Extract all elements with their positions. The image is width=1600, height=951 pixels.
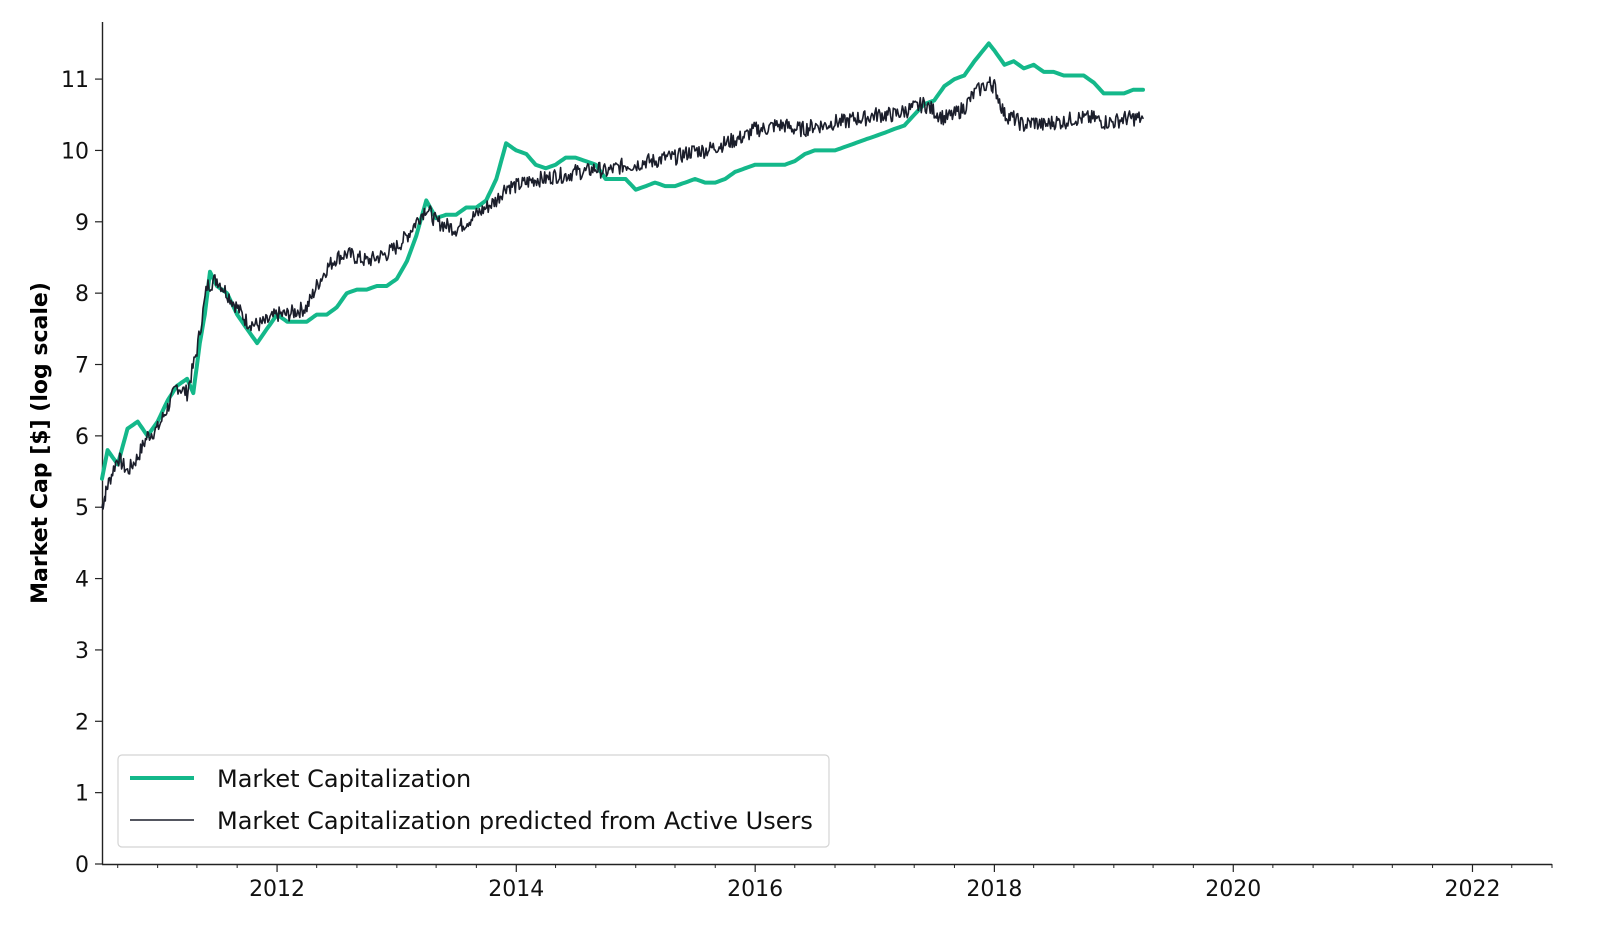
x-tick-label: 2022 xyxy=(1444,877,1500,902)
series-line-predicted xyxy=(101,76,1144,510)
x-tick-label: 2018 xyxy=(966,877,1022,902)
axes xyxy=(101,22,1552,866)
legend: Market Capitalization Market Capitalizat… xyxy=(117,754,830,848)
y-tick-label: 5 xyxy=(75,496,89,521)
y-tick-label: 0 xyxy=(75,853,89,878)
x-ticks: 2012 2014 2016 2018 2020 2022 xyxy=(117,864,1553,902)
y-tick-label: 4 xyxy=(75,568,89,593)
x-tick-label: 2012 xyxy=(249,877,305,902)
x-tick-label: 2020 xyxy=(1205,877,1261,902)
y-tick-label: 9 xyxy=(75,211,89,236)
y-tick-label: 8 xyxy=(75,282,89,307)
y-ticks: 0 1 2 3 4 5 6 7 8 9 10 11 xyxy=(61,68,102,878)
y-tick-label: 11 xyxy=(61,68,89,93)
y-axis-label: Market Cap [$] (log scale) xyxy=(28,282,53,604)
y-tick-label: 1 xyxy=(75,782,89,807)
y-tick-label: 2 xyxy=(75,710,89,735)
y-tick-label: 7 xyxy=(75,354,89,379)
legend-frame xyxy=(117,754,830,848)
x-tick-label: 2016 xyxy=(727,877,783,902)
series-group xyxy=(100,41,1145,510)
series-line-market-cap xyxy=(100,41,1145,481)
legend-label-market-cap: Market Capitalization xyxy=(217,765,471,793)
y-tick-label: 3 xyxy=(75,639,89,664)
x-tick-label: 2014 xyxy=(488,877,544,902)
legend-label-predicted: Market Capitalization predicted from Act… xyxy=(217,807,813,835)
y-tick-label: 10 xyxy=(61,139,89,164)
y-tick-label: 6 xyxy=(75,425,89,450)
